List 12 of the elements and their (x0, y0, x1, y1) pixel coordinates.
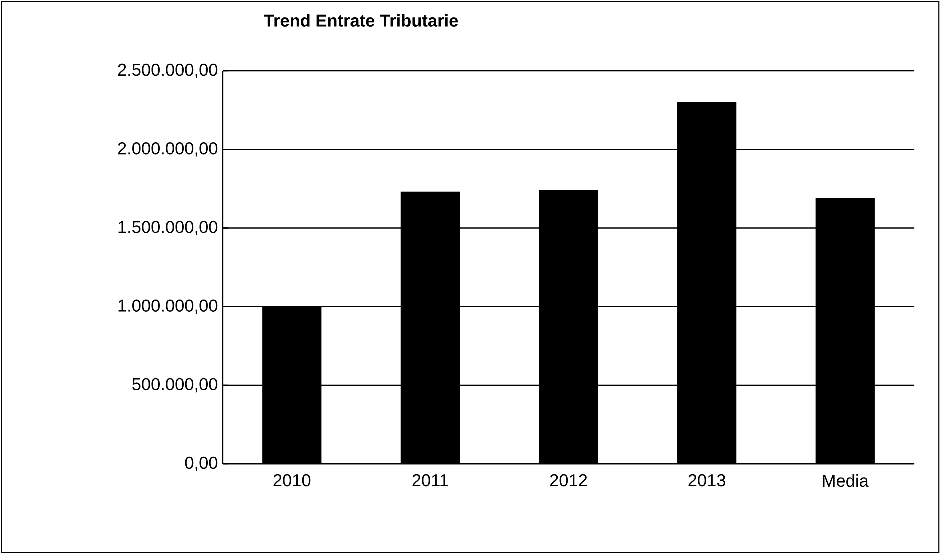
y-tick-label: 2.500.000,00 (118, 64, 218, 78)
y-tick-label: 1.000.000,00 (118, 300, 218, 314)
x-tick-label: 2011 (412, 474, 448, 487)
x-tick-label: 2010 (274, 474, 311, 487)
y-tick-label: 1.500.000,00 (118, 221, 218, 236)
chart-title: Trend Entrate Tributarie (264, 14, 458, 28)
x-tick-label: Media (823, 474, 869, 488)
y-tick-label: 500.000,00 (132, 378, 218, 393)
x-tick-label: 2012 (550, 474, 588, 487)
x-tick-label: 2013 (688, 474, 726, 487)
y-tick-label: 2.000.000,00 (118, 142, 218, 157)
y-tick-label: 0,00 (185, 457, 218, 472)
